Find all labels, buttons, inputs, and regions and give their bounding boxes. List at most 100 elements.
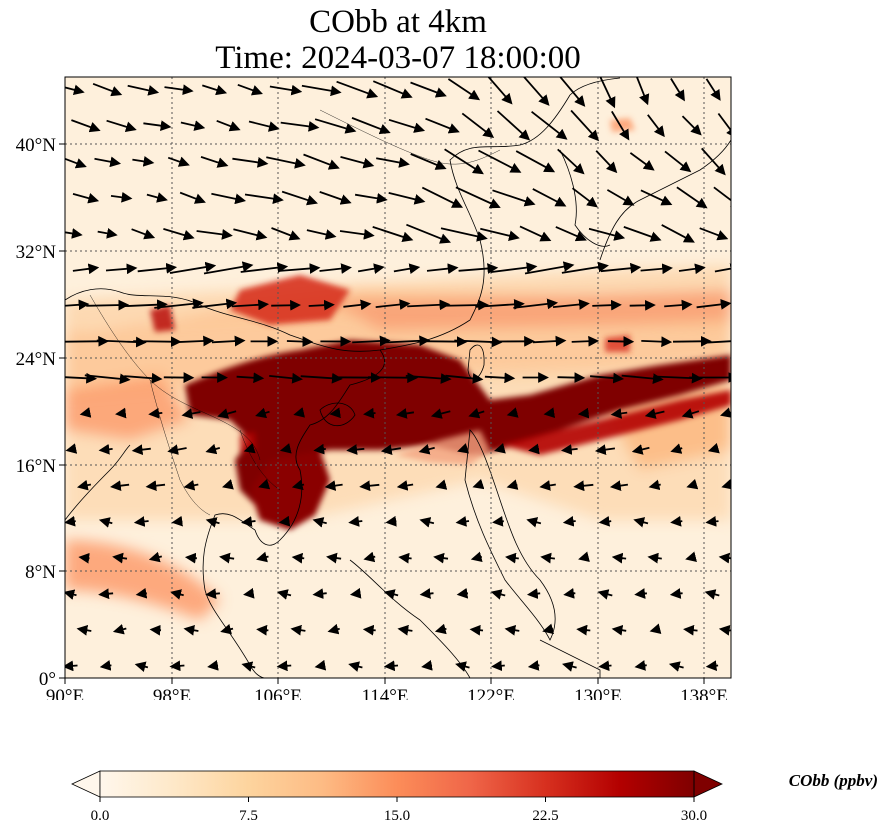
wind-arrow — [78, 552, 90, 564]
wind-arrow — [171, 515, 183, 527]
wind-arrow — [484, 372, 516, 384]
wind-arrow — [346, 444, 365, 455]
wind-arrow — [496, 110, 531, 141]
wind-arrow — [240, 262, 289, 273]
wind-arrow — [707, 442, 720, 454]
wind-arrow — [99, 660, 112, 671]
wind-arrow — [592, 299, 622, 311]
wind-arrow — [487, 77, 513, 105]
wind-vectors — [65, 77, 731, 672]
colorbar-tick-label: 22.5 — [532, 808, 558, 824]
wind-arrow — [231, 299, 270, 311]
wind-arrow — [705, 78, 721, 101]
y-tick-label: 0° — [39, 669, 56, 690]
wind-arrow — [490, 589, 506, 600]
wind-arrow — [65, 299, 90, 311]
wind-arrow — [559, 77, 586, 107]
x-axis-ticks: 90°E 98°E 106°E 114°E 122°E 130°E 138°E — [46, 678, 728, 700]
wind-arrow — [590, 372, 625, 384]
wind-arrow — [124, 372, 163, 384]
y-tick-label: 32°N — [16, 242, 57, 263]
wind-arrow — [455, 516, 470, 527]
wind-arrow — [301, 84, 342, 97]
wind-arrow — [475, 298, 525, 310]
wind-arrow — [470, 551, 483, 563]
wind-arrow — [704, 589, 720, 600]
wind-arrow — [244, 193, 284, 204]
wind-arrow — [84, 373, 131, 385]
wind-arrow — [339, 228, 375, 240]
wind-arrow — [65, 372, 98, 384]
field-dark-layer — [150, 118, 731, 530]
wind-arrow — [524, 261, 575, 275]
wind-arrow — [133, 516, 149, 527]
wind-arrow — [388, 118, 426, 133]
coastline-borneo — [349, 559, 471, 678]
wind-arrow — [286, 336, 314, 347]
wind-arrow — [105, 263, 138, 275]
wind-arrow — [531, 110, 568, 140]
wind-arrow — [506, 479, 519, 490]
wind-arrow — [522, 77, 550, 106]
wind-arrow — [713, 186, 731, 209]
colorbar-tick-label: 15.0 — [384, 808, 410, 824]
wind-arrow — [641, 336, 673, 348]
wind-arrow — [490, 262, 538, 273]
wind-arrow — [279, 443, 292, 454]
wind-arrow — [631, 444, 650, 455]
wind-arrow — [670, 78, 685, 102]
wind-arrow — [319, 263, 352, 274]
wind-arrow — [216, 119, 241, 132]
wind-arrow — [505, 552, 519, 564]
wind-arrow — [279, 263, 321, 274]
x-tick-label: 90°E — [46, 686, 84, 700]
wind-arrow — [312, 588, 327, 599]
wind-arrow — [243, 587, 255, 599]
wind-arrow — [720, 407, 731, 418]
wind-arrow — [532, 335, 567, 347]
wind-arrow — [207, 659, 219, 671]
wind-arrow — [269, 84, 303, 96]
wind-arrow — [704, 340, 731, 344]
wind-arrow — [686, 478, 699, 490]
wind-arrow — [220, 623, 234, 635]
wind-arrow — [375, 299, 411, 310]
wind-arrow — [417, 336, 468, 348]
wind-arrow — [410, 81, 447, 98]
wind-arrow — [515, 150, 556, 173]
wind-arrow — [395, 408, 415, 419]
wind-arrow — [571, 187, 598, 208]
wind-arrow — [571, 335, 600, 347]
wind-arrow — [421, 659, 433, 671]
wind-arrow — [661, 224, 695, 243]
wind-arrow — [363, 551, 376, 563]
wind-arrow — [393, 263, 421, 275]
wind-arrow — [112, 552, 128, 564]
wind-arrow — [72, 263, 100, 275]
wind-arrow — [269, 372, 303, 384]
wind-arrow — [202, 84, 228, 96]
wind-arrow — [349, 587, 362, 599]
y-axis-ticks: 0° 8°N 16°N 24°N 32°N 40°N — [16, 135, 65, 690]
wind-arrow — [577, 407, 590, 419]
wind-arrow — [148, 551, 163, 563]
map-title: CObb at 4km Time: 2024-03-07 18:00:00 — [0, 4, 796, 76]
wind-arrow — [276, 589, 292, 600]
wind-arrow — [563, 588, 576, 599]
wind-arrow — [340, 156, 375, 169]
wind-arrow — [606, 189, 635, 206]
wind-arrow — [131, 444, 151, 456]
wind-arrow — [454, 336, 503, 348]
coastline-japan — [599, 139, 731, 261]
wind-arrow — [241, 516, 256, 527]
wind-arrow — [314, 118, 357, 134]
wind-arrow — [621, 373, 664, 384]
wind-arrow — [181, 408, 201, 419]
wind-arrow — [329, 407, 341, 419]
wind-arrow — [258, 478, 271, 490]
wind-arrow — [278, 515, 291, 527]
wind-arrow — [647, 114, 665, 138]
wind-arrow — [319, 191, 352, 205]
wind-arrow — [276, 660, 292, 672]
wind-arrow — [407, 299, 451, 311]
